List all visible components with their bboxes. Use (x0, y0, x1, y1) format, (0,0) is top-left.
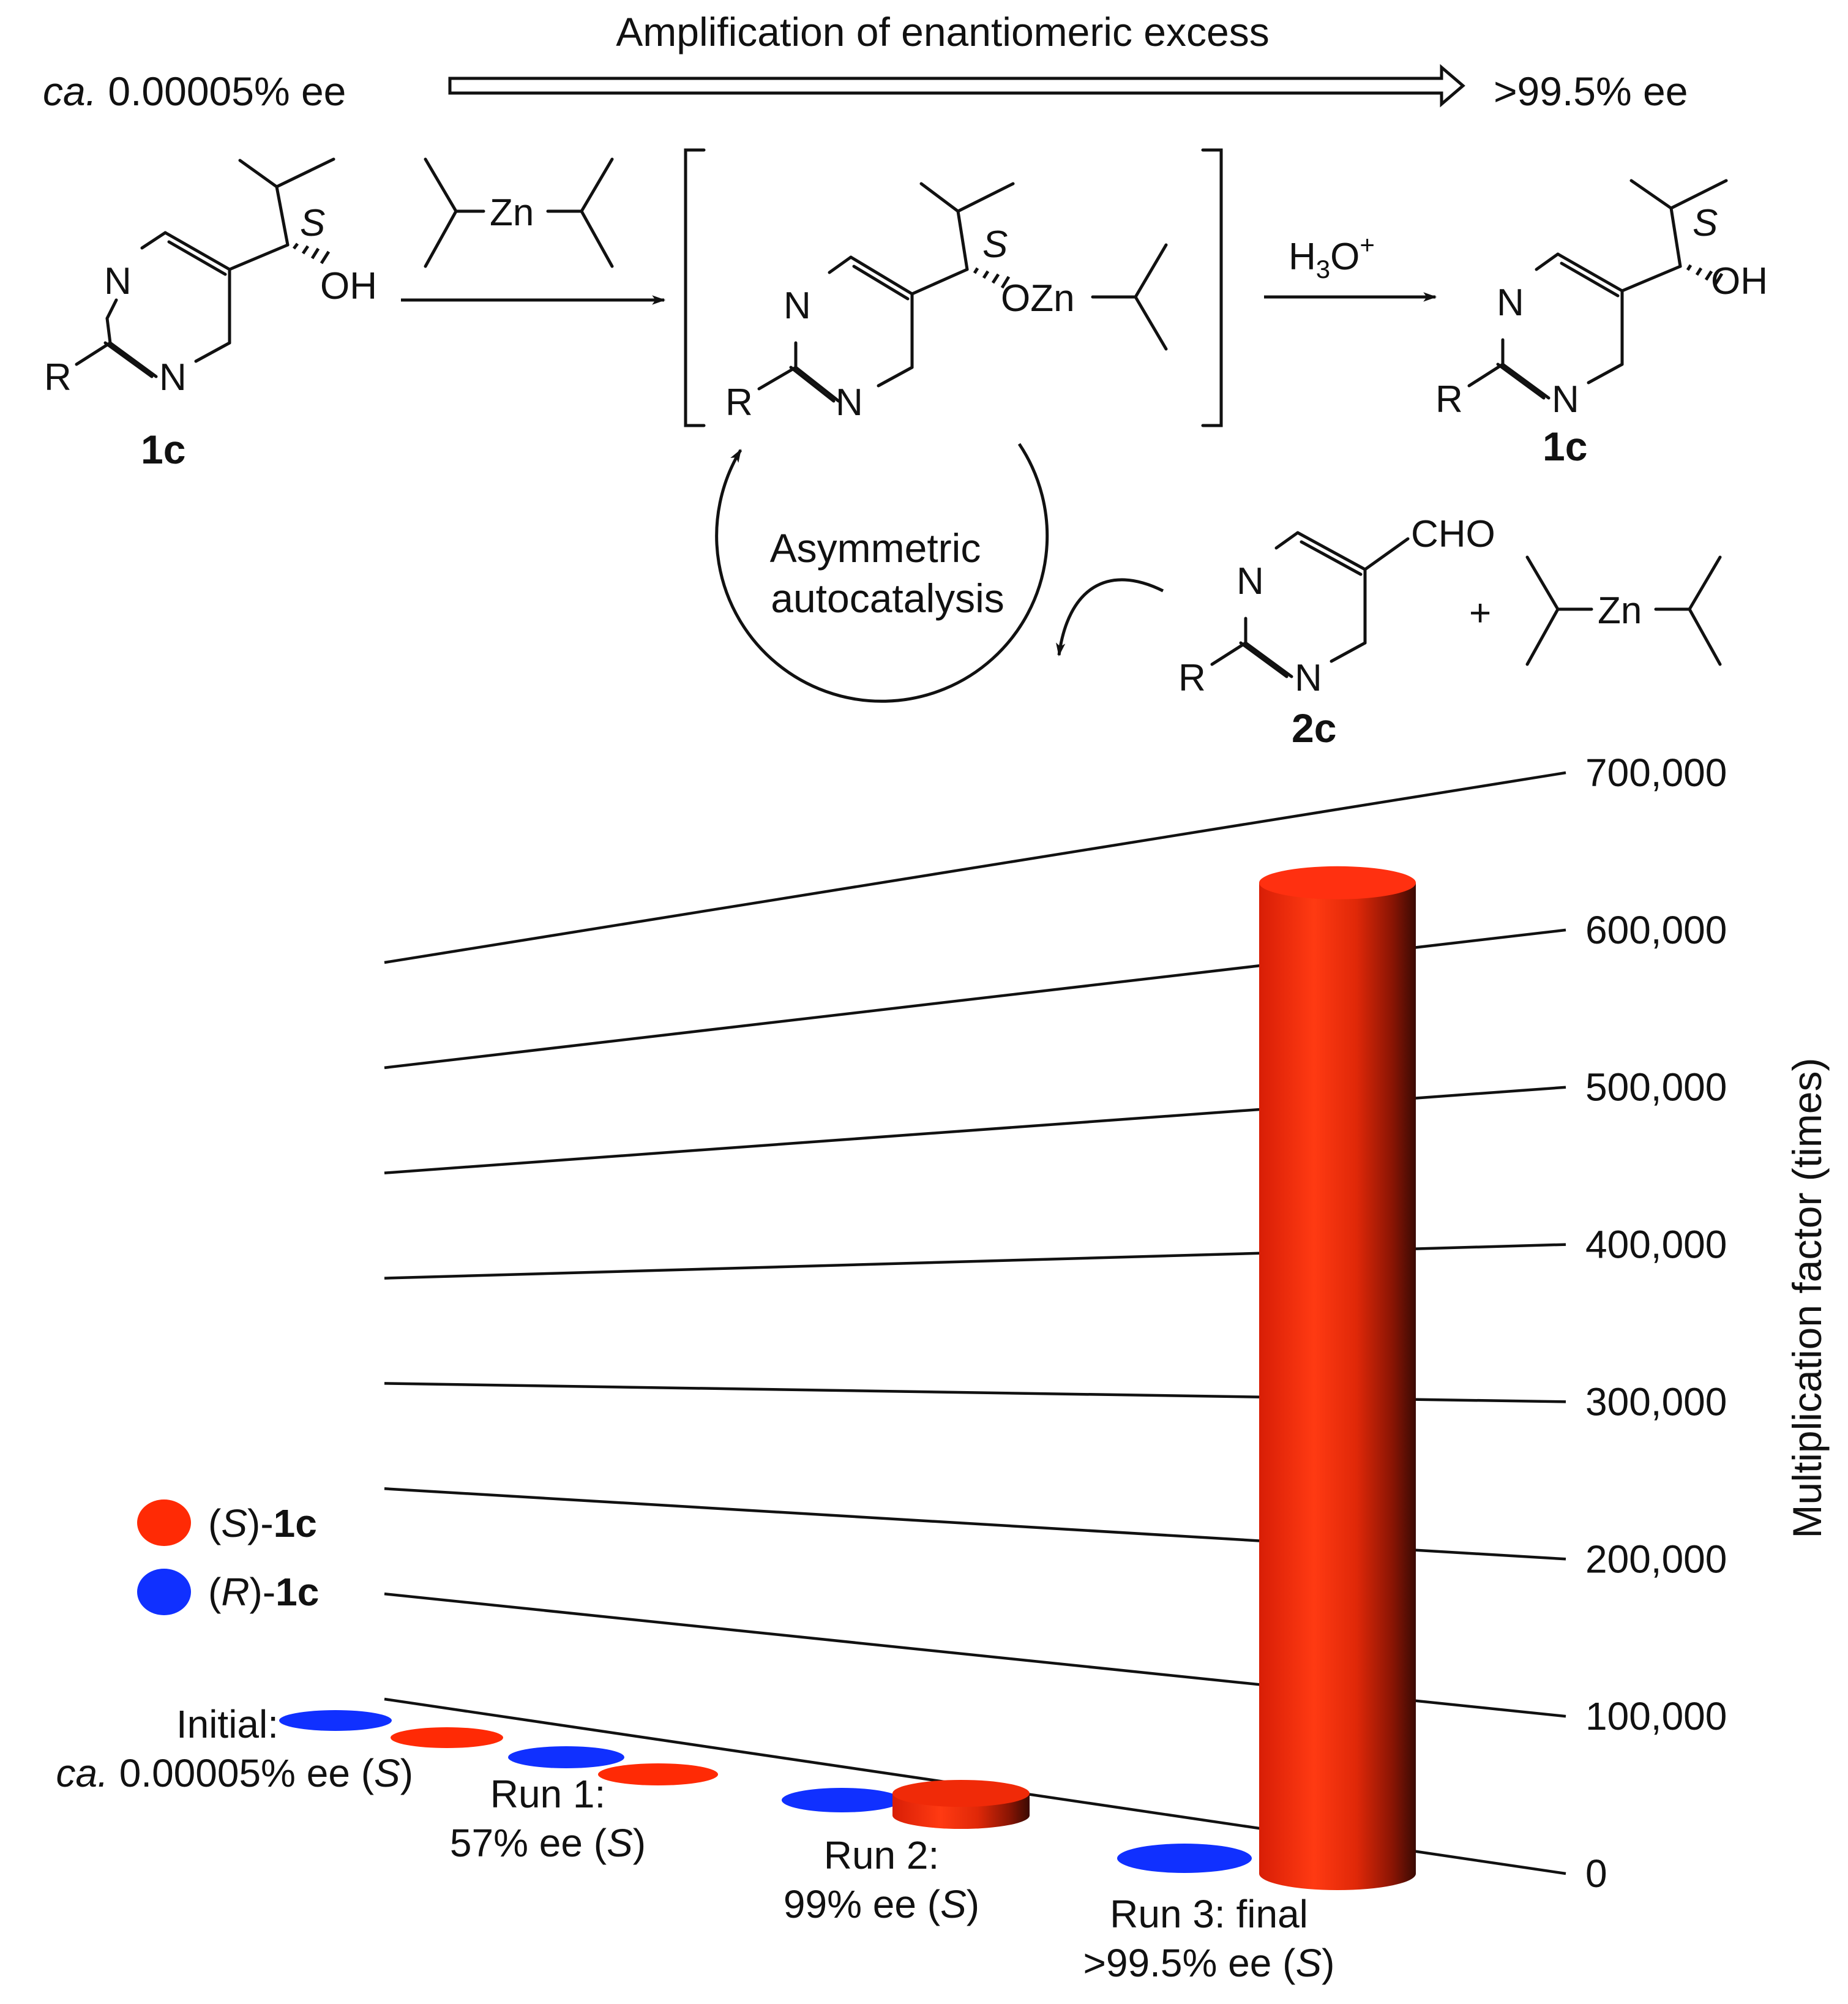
y-tick-label: 200,000 (1585, 1537, 1727, 1581)
bar-s-1c (1259, 866, 1416, 1890)
reaction-scheme: Amplification of enantiomeric excess ca.… (43, 9, 1768, 751)
compound-1c-right: N N R OH S 1c (1435, 179, 1768, 469)
end-ee: >99.5% ee (1494, 69, 1688, 114)
svg-text:S: S (982, 223, 1008, 266)
category-label: Initial: (176, 1702, 279, 1746)
svg-text:OH: OH (1711, 260, 1768, 302)
bar-marks (279, 866, 1416, 1890)
compound-1c-left: N N R OH S 1c (44, 157, 377, 472)
y-tick-label: 700,000 (1585, 751, 1727, 795)
bracket-right (1201, 148, 1223, 427)
legend-swatch-r (137, 1569, 191, 1615)
svg-text:Zn: Zn (1598, 590, 1642, 632)
svg-text:Asymmetric: Asymmetric (770, 525, 981, 571)
svg-text:N: N (1497, 282, 1524, 324)
y-tick-label: 400,000 (1585, 1223, 1727, 1267)
bar-r-1c (782, 1788, 902, 1812)
gridline (384, 771, 1566, 964)
category-label: Run 1: (490, 1772, 606, 1816)
svg-text:R: R (44, 356, 72, 399)
reagent-diisopropylzinc-2: Zn (1525, 555, 1722, 666)
category-label: Run 2: (824, 1833, 940, 1877)
svg-text:S: S (1693, 202, 1718, 244)
svg-text:N: N (1552, 378, 1579, 421)
amplification-label: Amplification of enantiomeric excess (616, 9, 1269, 54)
bar-s-1c (598, 1763, 718, 1785)
feed-arrow (1056, 578, 1164, 657)
svg-text:OH: OH (320, 265, 377, 307)
svg-text:OZn: OZn (1001, 277, 1075, 320)
svg-text:S: S (300, 202, 325, 244)
intermediate-zinc-alkoxide: N N R OZn S (725, 182, 1168, 424)
svg-text:N: N (784, 285, 811, 327)
legend-label-s: (S)-1c (208, 1501, 317, 1545)
y-tick-label: 500,000 (1585, 1065, 1727, 1109)
category-label: Run 3: final (1110, 1892, 1308, 1936)
svg-text:R: R (1178, 657, 1206, 699)
svg-text:CHO: CHO (1411, 513, 1495, 555)
label-2c: 2c (1292, 705, 1336, 751)
autocatalysis-cycle: Asymmetric autocatalysis (715, 443, 1164, 703)
bar-r-1c (1117, 1844, 1252, 1873)
compound-2c: N N R CHO 2c (1178, 513, 1495, 751)
bracket-left (684, 148, 706, 427)
svg-text:autocatalysis: autocatalysis (771, 576, 1004, 621)
y-axis-ticks: 0 100,000 200,000 300,000 400,000 500,000 600,… (1585, 751, 1727, 1896)
bar-r-1c (279, 1710, 392, 1731)
multiplication-factor-chart: 0 100,000 200,000 300,000 400,000 500,000 600,… (56, 751, 1830, 1985)
svg-text:N: N (1236, 560, 1264, 602)
y-tick-label: 300,000 (1585, 1379, 1727, 1424)
svg-text:N: N (159, 356, 187, 399)
amplification-arrow (448, 64, 1465, 108)
category-labels: Initial: ca. 0.00005% ee (S) Run 1: 57% ee … (56, 1702, 1335, 1985)
svg-text:N: N (104, 260, 132, 302)
y-tick-label: 0 (1585, 1852, 1607, 1896)
plus-sign: + (1469, 592, 1491, 634)
bar-s-1c (892, 1780, 1030, 1829)
bar-s-1c (391, 1727, 503, 1748)
svg-text:Zn: Zn (490, 192, 534, 234)
label-1c-right: 1c (1543, 424, 1587, 469)
svg-text:N: N (836, 381, 863, 424)
reagent-diisopropylzinc: Zn (424, 157, 614, 268)
svg-text:R: R (725, 381, 753, 424)
legend-swatch-s (137, 1499, 191, 1546)
y-tick-label: 600,000 (1585, 908, 1727, 952)
category-sublabel: >99.5% ee (S) (1083, 1941, 1335, 1985)
svg-text:N: N (1295, 657, 1322, 699)
y-tick-label: 100,000 (1585, 1694, 1727, 1738)
svg-text:R: R (1435, 378, 1463, 421)
legend: (S)-1c (R)-1c (137, 1499, 319, 1615)
legend-label-r: (R)-1c (208, 1570, 319, 1614)
label-1c-left: 1c (141, 427, 185, 472)
cycle-arrow (715, 443, 1049, 703)
category-sublabel: ca. 0.00005% ee (S) (56, 1751, 413, 1795)
category-sublabel: 99% ee (S) (784, 1882, 979, 1926)
category-sublabel: 57% ee (S) (450, 1821, 646, 1865)
y-axis-label: Multiplication factor (times) (1784, 1058, 1830, 1539)
start-ee: ca. 0.00005% ee (43, 69, 346, 114)
bar-r-1c (508, 1746, 624, 1768)
acid-workup-label: H3O+ (1289, 230, 1375, 283)
